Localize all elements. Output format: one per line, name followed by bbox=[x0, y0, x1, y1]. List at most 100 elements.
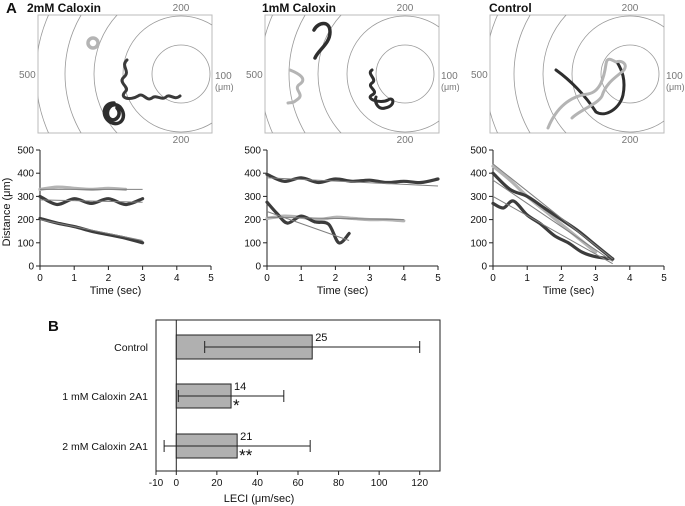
radial-unit-label: (μm) bbox=[215, 82, 234, 92]
x-tick-label: 1 bbox=[298, 273, 304, 284]
bar-x-axis-label: LECI (μm/sec) bbox=[224, 493, 295, 505]
x-tick-label: 2 bbox=[559, 273, 565, 284]
y-tick-label: 500 bbox=[244, 146, 261, 157]
x-axis-label: Time (sec) bbox=[90, 285, 142, 297]
series-fit-line bbox=[492, 179, 613, 262]
y-tick-label: 200 bbox=[17, 215, 34, 226]
radial-bottom-label: 200 bbox=[173, 135, 190, 146]
radial-right-label: 100 bbox=[666, 71, 683, 82]
x-tick-label: 5 bbox=[661, 273, 667, 284]
y-tick-label: 500 bbox=[470, 146, 487, 157]
x-tick-label: 3 bbox=[140, 273, 146, 284]
y-tick-label: 300 bbox=[244, 192, 261, 203]
radial-left-label: 500 bbox=[471, 70, 488, 81]
radial-frame bbox=[489, 14, 665, 134]
series-track-line bbox=[38, 194, 145, 207]
series-fit-line bbox=[492, 195, 613, 265]
series-track-line bbox=[491, 199, 615, 261]
y-axis-label-distance: Distance (μm) bbox=[1, 178, 13, 247]
significance-marker: * bbox=[233, 396, 240, 415]
series-fit-line bbox=[39, 219, 143, 241]
radial-bottom-label: 200 bbox=[622, 135, 639, 146]
x-tick-label: 3 bbox=[593, 273, 599, 284]
panel-title: 2mM Caloxin bbox=[27, 1, 101, 15]
y-tick-label: 100 bbox=[244, 238, 261, 249]
panel-title: Control bbox=[489, 1, 532, 15]
distance-time-chart-caloxin1: 0 100 200 300 400 500 0 1 2 3 4 5 Time (sec) bbox=[244, 146, 441, 298]
y-tick-label: 400 bbox=[244, 169, 261, 180]
cell-tracks bbox=[286, 21, 395, 110]
bar-count-label: 14 bbox=[234, 381, 246, 393]
cell-track-dark-1 bbox=[312, 21, 332, 60]
y-tick-label: 500 bbox=[17, 146, 34, 157]
cell-tracks bbox=[86, 36, 182, 126]
x-tick-label: 4 bbox=[174, 273, 180, 284]
x-tick-label: 0 bbox=[490, 273, 496, 284]
category-label: 2 mM Caloxin 2A1 bbox=[62, 441, 148, 453]
radial-unit-label: (μm) bbox=[666, 82, 685, 92]
y-tick-label: 400 bbox=[470, 169, 487, 180]
bar-count-label: 25 bbox=[315, 332, 327, 344]
x-tick-label: 4 bbox=[627, 273, 633, 284]
x-axis-label: Time (sec) bbox=[543, 285, 595, 297]
series-fit-line bbox=[266, 216, 404, 221]
bar-count-label: 21 bbox=[240, 431, 252, 443]
panel-label-a: A bbox=[6, 0, 17, 17]
series-fit-line bbox=[39, 199, 143, 203]
x-tick-label: -10 bbox=[149, 478, 164, 489]
y-tick-label: 400 bbox=[17, 169, 34, 180]
x-tick-label: 80 bbox=[333, 478, 345, 489]
x-tick-label: 40 bbox=[252, 478, 264, 489]
y-tick-label: 100 bbox=[17, 238, 34, 249]
radial-bottom-label: 200 bbox=[397, 135, 414, 146]
radial-rings bbox=[265, 15, 439, 133]
x-tick-label: 0 bbox=[37, 273, 43, 284]
radial-left-label: 500 bbox=[19, 70, 36, 81]
series-fit-line bbox=[492, 163, 614, 260]
distance-time-chart-caloxin2: 0 100 200 300 400 500 0 1 2 3 4 5 Time (sec) bbox=[17, 146, 214, 298]
leci-bar-chart: -10 0 20 40 60 80 100 120 Control 25 1 mM Caloxin … bbox=[62, 319, 441, 489]
distance-time-chart-control: 0 100 200 300 400 500 0 1 2 3 4 5 Time (sec) bbox=[470, 146, 667, 298]
x-axis-label: Time (sec) bbox=[317, 285, 369, 297]
y-tick-label: 100 bbox=[470, 238, 487, 249]
cell-track-dark-1 bbox=[554, 60, 626, 116]
x-tick-label: 2 bbox=[106, 273, 112, 284]
series-track-line bbox=[265, 200, 351, 245]
y-tick-label: 0 bbox=[481, 262, 487, 273]
cell-tracks bbox=[546, 57, 627, 130]
cell-track-dark-2 bbox=[102, 101, 126, 126]
radial-rings bbox=[38, 15, 212, 133]
radial-frame bbox=[37, 14, 213, 134]
radial-top-label: 200 bbox=[622, 3, 639, 14]
x-tick-label: 120 bbox=[411, 478, 428, 489]
x-tick-label: 2 bbox=[333, 273, 339, 284]
series-track-line bbox=[38, 216, 145, 245]
radial-top-label: 200 bbox=[397, 3, 414, 14]
cell-track-grey bbox=[286, 68, 305, 105]
x-tick-label: 1 bbox=[524, 273, 530, 284]
y-tick-label: 300 bbox=[17, 192, 34, 203]
radial-top-label: 200 bbox=[173, 3, 190, 14]
x-tick-label: 100 bbox=[371, 478, 388, 489]
x-tick-label: 0 bbox=[264, 273, 270, 284]
radial-right-label: 100 bbox=[441, 71, 458, 82]
series-track-line bbox=[265, 172, 440, 185]
y-tick-label: 0 bbox=[255, 262, 261, 273]
radial-rings bbox=[490, 15, 664, 133]
x-tick-label: 5 bbox=[208, 273, 214, 284]
cell-track-dark-1 bbox=[120, 58, 182, 101]
x-tick-label: 0 bbox=[174, 478, 180, 489]
x-tick-label: 3 bbox=[367, 273, 373, 284]
radial-frame bbox=[264, 14, 440, 134]
category-label: Control bbox=[114, 342, 148, 354]
panel-label-b: B bbox=[48, 318, 59, 335]
radial-right-label: 100 bbox=[215, 71, 232, 82]
y-tick-label: 200 bbox=[470, 215, 487, 226]
y-tick-label: 200 bbox=[244, 215, 261, 226]
x-tick-label: 1 bbox=[71, 273, 77, 284]
series-fit-line bbox=[266, 211, 350, 241]
cell-track-dark-2 bbox=[368, 68, 395, 110]
y-tick-label: 300 bbox=[470, 192, 487, 203]
radial-panel-caloxin2: 2mM Caloxin 200 500 100 (μm) 200 bbox=[19, 1, 234, 146]
